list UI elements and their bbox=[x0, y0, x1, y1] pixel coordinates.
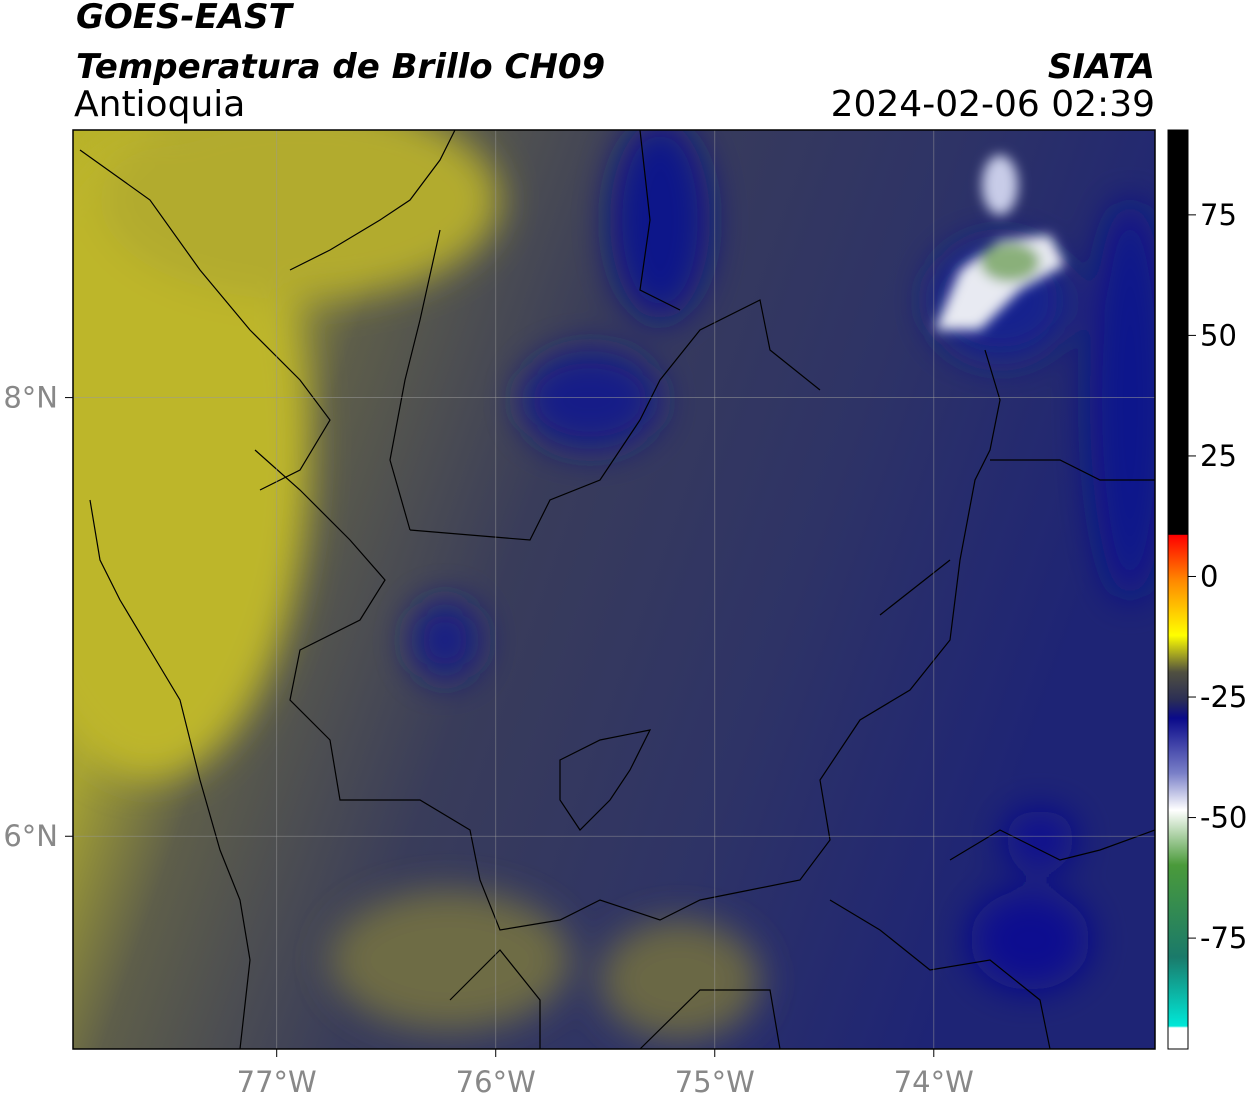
grid bbox=[73, 130, 1155, 1049]
datetime: 2024-02-06 02:39 bbox=[831, 84, 1155, 125]
x-tick-label: 77°W bbox=[237, 1065, 317, 1099]
colorbar-tick-label: -50 bbox=[1200, 801, 1247, 835]
colorbar-tick-label: -75 bbox=[1200, 921, 1247, 955]
x-tick-label: 75°W bbox=[675, 1065, 755, 1099]
region: Antioquia bbox=[74, 84, 245, 125]
colorbar-tick-label: -25 bbox=[1200, 680, 1247, 714]
y-tick-label: 8°N bbox=[3, 381, 58, 415]
map-image bbox=[73, 130, 1155, 1049]
colorbar-tick-label: 75 bbox=[1200, 198, 1237, 232]
y-tick-label: 6°N bbox=[3, 819, 58, 853]
x-tick-label: 74°W bbox=[894, 1065, 974, 1099]
source: SIATA bbox=[1048, 47, 1155, 87]
subtitle: Temperatura de Brillo CH09 bbox=[76, 47, 605, 87]
colorbar-tick-label: 50 bbox=[1200, 318, 1237, 352]
map-frame bbox=[72, 129, 1156, 1050]
colorbar bbox=[1167, 129, 1189, 1050]
title: GOES-EAST bbox=[76, 0, 295, 37]
x-tick-label: 76°W bbox=[456, 1065, 536, 1099]
borders bbox=[79, 130, 1155, 1049]
colorbar-tick-label: 25 bbox=[1200, 439, 1237, 473]
colorbar-tick-label: 0 bbox=[1200, 559, 1218, 593]
